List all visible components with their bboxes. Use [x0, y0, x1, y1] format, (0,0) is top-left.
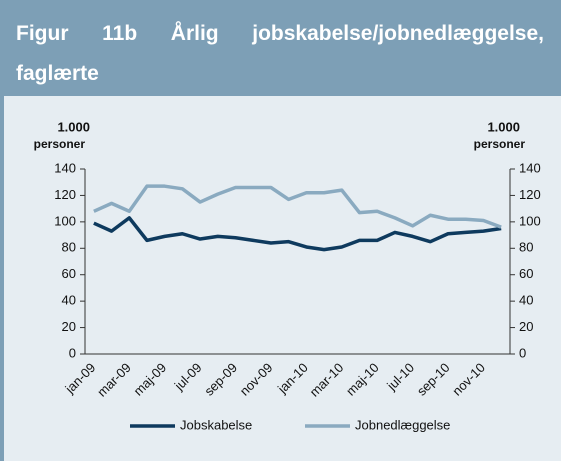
line — [93, 216, 502, 252]
panel — [0, 96, 561, 461]
legend-label: Jobskabelse — [180, 417, 252, 432]
y2-tick-label: 40 — [519, 293, 533, 308]
y-tick-label: 60 — [62, 266, 76, 281]
y-tick-label: 100 — [54, 213, 76, 228]
y-axis-label: personer — [34, 137, 86, 151]
y2-axis-label: 1.000 — [487, 119, 520, 134]
x-tick-label: sep-09 — [201, 360, 240, 399]
figure-title: Figur 11b Årlig jobskabelse/jobnedlæggel… — [16, 22, 544, 85]
x-tick-label: jul-10 — [383, 360, 417, 394]
y2-tick-label: 100 — [519, 213, 541, 228]
x-tick-label: jan-10 — [274, 360, 311, 397]
x-tick-label: maj-09 — [131, 360, 170, 399]
x-tick-label: nov-10 — [449, 360, 488, 399]
x-tick-label: nov-09 — [237, 360, 276, 399]
legend-label: Jobnedlæggelse — [355, 417, 450, 432]
y2-axis-label: personer — [474, 137, 526, 151]
line — [93, 184, 502, 229]
y-tick-label: 0 — [69, 345, 76, 360]
y-tick-label: 40 — [62, 293, 76, 308]
x-tick-label: mar-10 — [307, 360, 347, 400]
y-tick-label: 80 — [62, 240, 76, 255]
y2-tick-label: 20 — [519, 319, 533, 334]
y-tick-label: 120 — [54, 187, 76, 202]
x-tick-label: maj-10 — [343, 360, 382, 399]
x-tick-label: sep-10 — [414, 360, 453, 399]
x-tick-label: jul-09 — [171, 360, 205, 394]
y2-tick-label: 60 — [519, 266, 533, 281]
y2-tick-label: 0 — [519, 345, 526, 360]
y2-tick-label: 80 — [519, 240, 533, 255]
y2-tick-label: 120 — [519, 187, 541, 202]
y-tick-label: 140 — [54, 160, 76, 175]
y-axis-label: 1.000 — [57, 119, 90, 134]
y-tick-label: 20 — [62, 319, 76, 334]
x-tick-label: jan-09 — [62, 360, 99, 397]
y2-tick-label: 140 — [519, 160, 541, 175]
x-tick-label: mar-09 — [94, 360, 134, 400]
header: Figur 11b Årlig jobskabelse/jobnedlæggel… — [0, 0, 561, 96]
